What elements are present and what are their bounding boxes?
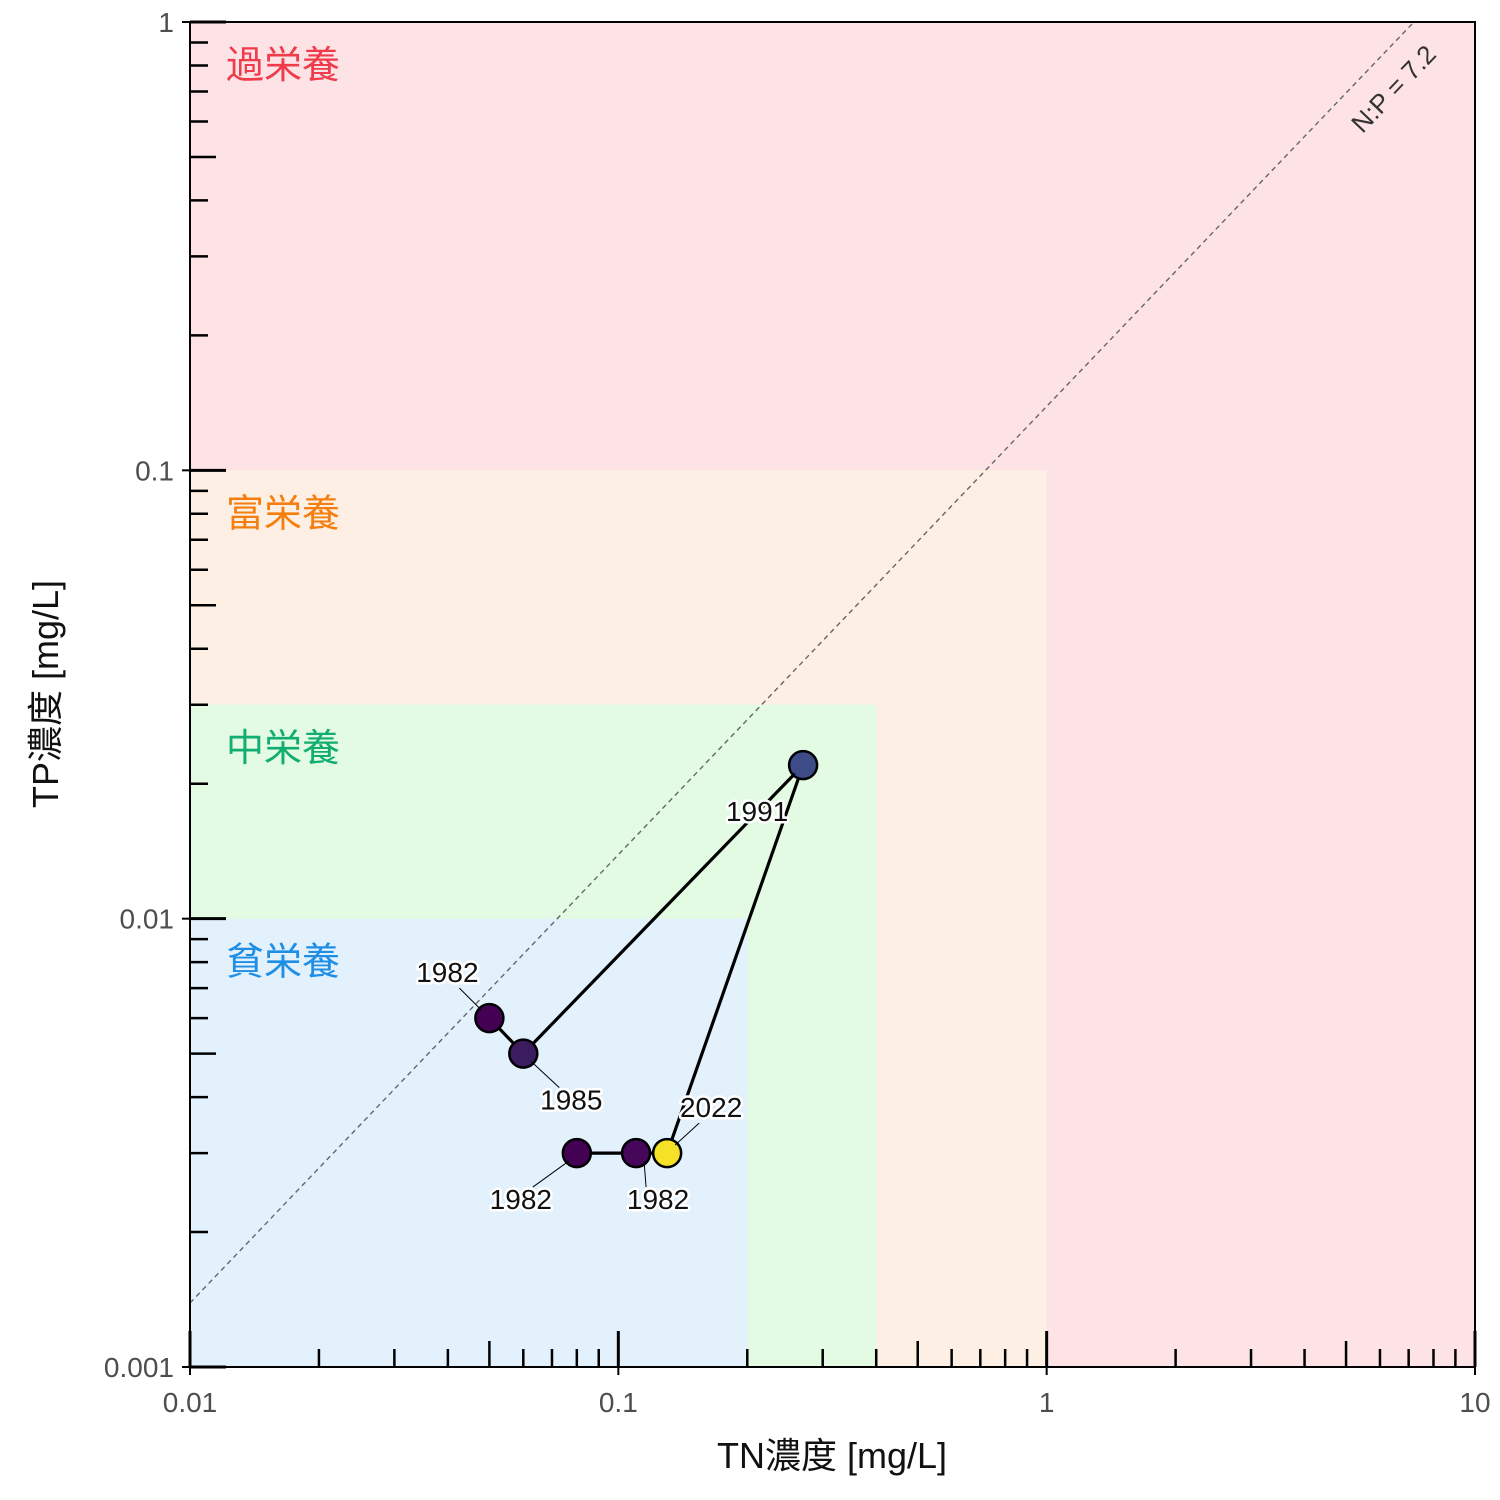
point-label-0: 1982 bbox=[416, 957, 478, 988]
point-label-5: 1982 bbox=[490, 1184, 552, 1215]
ratio-line bbox=[189, 21, 1415, 1304]
zone-rect-3 bbox=[190, 918, 748, 1367]
label-leader-4 bbox=[643, 1161, 647, 1188]
data-point-4 bbox=[620, 1137, 652, 1169]
data-points bbox=[474, 749, 819, 1169]
y-tick-label: 0.001 bbox=[104, 1352, 174, 1383]
y-tick-label: 0.01 bbox=[120, 904, 175, 935]
x-tick-label: 0.01 bbox=[163, 1387, 218, 1418]
point-label-4: 1982 bbox=[627, 1184, 689, 1215]
x-tick-label: 10 bbox=[1459, 1387, 1490, 1418]
x-tick-label: 1 bbox=[1039, 1387, 1055, 1418]
plot-frame bbox=[189, 21, 1476, 1368]
point-label-1: 1985 bbox=[540, 1085, 602, 1116]
zone-label-2: 富栄養 bbox=[226, 491, 340, 535]
trophic-zones bbox=[190, 22, 1475, 1367]
label-leader-2 bbox=[768, 772, 796, 800]
zone-label-3: 過栄養 bbox=[226, 43, 340, 87]
data-point-2 bbox=[787, 749, 819, 781]
data-point-3 bbox=[651, 1137, 683, 1169]
y-tick-label: 0.1 bbox=[135, 455, 174, 486]
x-tick-label: 0.1 bbox=[599, 1387, 638, 1418]
y-axis-title: TP濃度 [mg/L] bbox=[25, 580, 66, 808]
x-axis-title: TN濃度 [mg/L] bbox=[717, 1435, 947, 1476]
y-tick-label: 1 bbox=[158, 7, 174, 38]
point-label-2: 1991 bbox=[726, 796, 788, 827]
zone-label-1: 中栄養 bbox=[226, 726, 340, 770]
label-leader-1 bbox=[530, 1061, 560, 1088]
zone-label-0: 貧栄養 bbox=[226, 940, 340, 984]
axis-ticks bbox=[182, 20, 1477, 1375]
label-leader-5 bbox=[532, 1160, 570, 1188]
data-point-0 bbox=[474, 1002, 505, 1034]
data-point-5 bbox=[561, 1137, 593, 1169]
point-label-3: 2022 bbox=[680, 1092, 742, 1123]
label-leader-3 bbox=[674, 1122, 700, 1146]
axis-tick-labels: 0.01 0.1 1 10 0.001 0.01 0.1 1 bbox=[104, 7, 1491, 1418]
data-point-1 bbox=[508, 1038, 539, 1069]
point-labels: 貧栄養 中栄養 富栄養 過栄養 1982 1985 1991 2022 1982 1982 bbox=[226, 43, 796, 1218]
label-leader-0 bbox=[459, 987, 482, 1011]
